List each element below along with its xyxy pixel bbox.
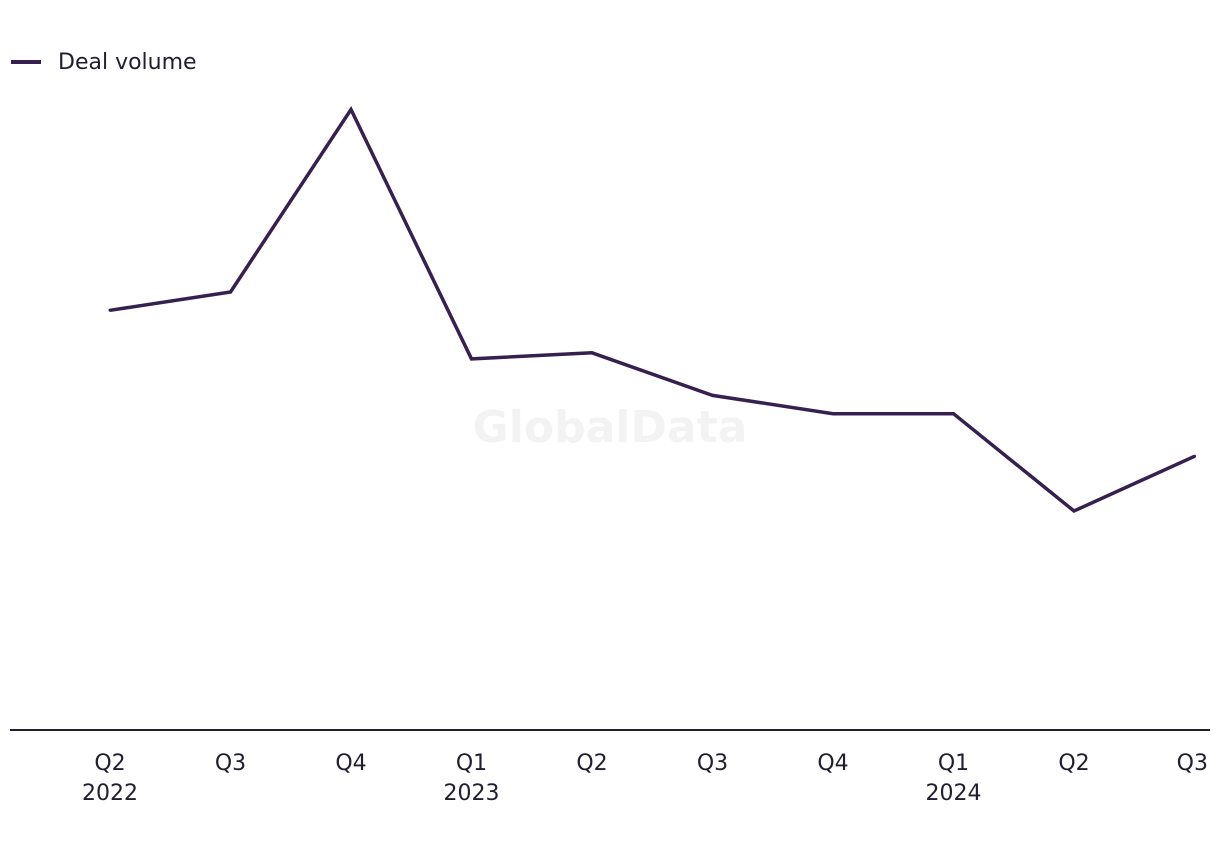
x-tick-label: Q3 xyxy=(697,751,728,776)
x-tick-year-label: 2024 xyxy=(926,781,982,806)
data-point xyxy=(1193,454,1196,458)
x-tick-label: Q1 xyxy=(456,751,487,776)
legend: Deal volume xyxy=(11,50,197,75)
data-point xyxy=(349,108,353,111)
x-tick-label: Q2 xyxy=(1058,751,1089,776)
x-tick-label: Q2 xyxy=(94,751,125,776)
x-axis-tick-labels: Q2 2022 Q3 Q4 Q1 2023 Q2 Q3 Q4 Q1 2024 Q2 Q3 xyxy=(82,751,1208,806)
x-tick-label: Q4 xyxy=(335,751,366,776)
x-tick-label: Q4 xyxy=(817,751,848,776)
watermark: GlobalData xyxy=(473,402,748,453)
data-point xyxy=(1072,509,1076,513)
data-point xyxy=(590,351,594,355)
data-point xyxy=(711,393,714,397)
data-point xyxy=(470,357,473,361)
data-points xyxy=(108,108,1196,513)
data-point xyxy=(229,290,232,294)
x-tick-label: Q3 xyxy=(1177,751,1208,776)
data-point xyxy=(831,412,835,416)
x-tick-label: Q3 xyxy=(215,751,246,776)
x-tick-label: Q1 xyxy=(938,751,969,776)
x-tick-year-label: 2022 xyxy=(82,781,138,806)
data-point xyxy=(952,412,955,416)
x-tick-year-label: 2023 xyxy=(444,781,500,806)
data-point xyxy=(108,308,112,312)
x-tick-label: Q2 xyxy=(576,751,607,776)
legend-label: Deal volume xyxy=(58,50,197,75)
deal-volume-line xyxy=(109,105,1196,514)
